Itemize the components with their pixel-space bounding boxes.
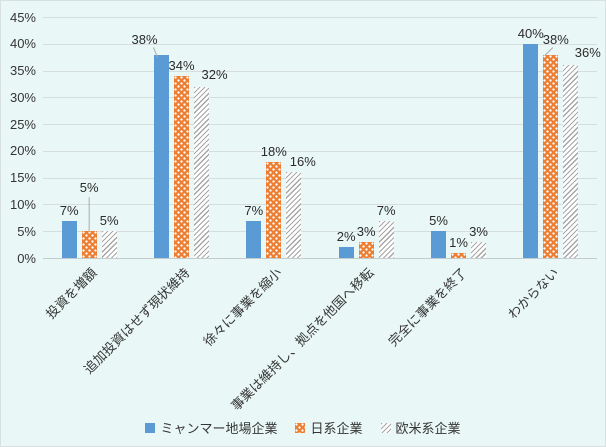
bar-ミャンマー地場企業-完全に事業を終了 <box>431 231 446 258</box>
bar-ミャンマー地場企業-事業は維持し、拠点を他国へ移転 <box>338 247 354 258</box>
data-label: 5% <box>99 213 119 229</box>
gridline <box>43 150 597 152</box>
bar-欧米系企業-わからない <box>563 65 579 258</box>
category-label: 追加投資はせず現状維持 <box>80 265 193 377</box>
bar-日系企業-徐々に事業を縮小 <box>266 161 282 258</box>
gridline <box>43 43 597 45</box>
y-tick-label: 0% <box>17 250 36 266</box>
data-label: 32% <box>201 66 228 82</box>
gridline <box>43 231 597 233</box>
data-label: 1% <box>449 234 468 250</box>
legend-label: 日系企業 <box>310 421 363 436</box>
data-label: 16% <box>289 154 316 170</box>
bar-欧米系企業-完全に事業を終了 <box>471 241 486 258</box>
bar-欧米系企業-事業は維持し、拠点を他国へ移転 <box>378 220 394 258</box>
bar-欧米系企業-徐々に事業を縮小 <box>286 172 302 258</box>
legend-swatch-icon <box>380 422 391 433</box>
legend-item-日系企業: 日系企業 <box>295 418 363 437</box>
data-label: 18% <box>260 143 287 159</box>
data-label: 3% <box>469 223 488 239</box>
y-tick-label: 25% <box>9 116 36 132</box>
legend-swatch-icon <box>145 422 156 433</box>
y-tick-label: 40% <box>9 36 36 52</box>
y-tick-label: 45% <box>9 9 36 25</box>
data-label: 5% <box>79 180 99 196</box>
data-label: 40% <box>517 25 544 41</box>
bar-欧米系企業-投資を増額 <box>101 231 117 258</box>
gridline <box>43 17 597 18</box>
bar-ミャンマー地場企業-わからない <box>523 43 539 258</box>
y-tick-label: 15% <box>9 170 36 186</box>
data-label: 7% <box>59 202 79 218</box>
bar-日系企業-わからない <box>543 54 559 258</box>
category-label: 完全に事業を終了 <box>384 265 470 350</box>
data-label: 5% <box>429 213 448 229</box>
category-label: わからない <box>504 265 562 322</box>
data-label: 38% <box>542 31 569 47</box>
data-label: 38% <box>131 31 158 47</box>
gridline <box>43 97 597 99</box>
data-label: 2% <box>336 229 356 245</box>
legend-label: ミャンマー地場企業 <box>160 421 278 436</box>
legend-swatch-icon <box>295 422 306 433</box>
bar-欧米系企業-追加投資はせず現状維持 <box>194 86 209 258</box>
y-tick-label: 20% <box>9 143 36 159</box>
bar-日系企業-事業は維持し、拠点を他国へ移転 <box>358 241 374 258</box>
gridline <box>43 177 597 179</box>
bar-日系企業-投資を増額 <box>81 231 97 258</box>
gridline <box>43 124 597 126</box>
category-label: 投資を増額 <box>43 265 100 322</box>
legend: ミャンマー地場企業 日系企業 欧米系企業 <box>1 418 605 437</box>
bar-ミャンマー地場企業-徐々に事業を縮小 <box>246 220 262 258</box>
legend-item-欧米系企業: 欧米系企業 <box>380 418 461 437</box>
legend-item-ミャンマー地場企業: ミャンマー地場企業 <box>145 418 277 437</box>
data-label: 3% <box>356 223 376 239</box>
bar-ミャンマー地場企業-追加投資はせず現状維持 <box>154 54 169 258</box>
bar-ミャンマー地場企業-投資を増額 <box>61 220 77 258</box>
data-label: 7% <box>244 202 264 218</box>
data-label: 34% <box>168 57 195 73</box>
gridline <box>43 70 597 72</box>
data-label: 36% <box>574 45 601 61</box>
y-tick-label: 5% <box>17 223 36 239</box>
data-label: 7% <box>376 202 396 218</box>
category-label: 徐々に事業を縮小 <box>200 265 285 350</box>
y-tick-label: 10% <box>9 196 36 212</box>
y-tick-label: 35% <box>9 63 36 79</box>
bar-日系企業-完全に事業を終了 <box>451 252 466 258</box>
y-tick-label: 30% <box>9 89 36 105</box>
bar-日系企業-追加投資はせず現状維持 <box>174 75 189 258</box>
gridline <box>43 204 597 206</box>
x-axis-line <box>43 258 597 259</box>
legend-label: 欧米系企業 <box>395 421 461 436</box>
